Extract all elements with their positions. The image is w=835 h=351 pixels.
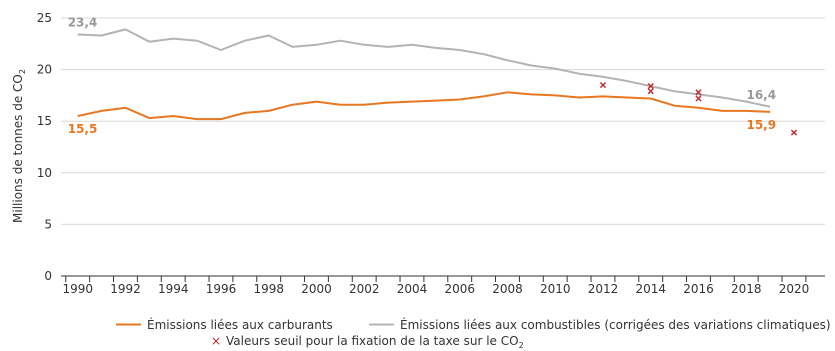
x-tick-label-2002: 2002	[349, 282, 380, 296]
x-tick-label-2014: 2014	[635, 282, 666, 296]
legend-label-threshold-text: Valeurs seuil pour la fixation de la tax…	[226, 334, 519, 348]
y-axis-title-text: Millions de tonnes de CO	[11, 74, 25, 223]
x-tick-label-2010: 2010	[540, 282, 571, 296]
grid-lines	[61, 17, 825, 225]
series-line-0	[77, 28, 771, 108]
data-label-first-1: 15,5	[68, 122, 98, 136]
legend-symbol-threshold: ×	[211, 334, 221, 348]
x-tick-label-2018: 2018	[731, 282, 762, 296]
data-label-first-0: 23,4	[68, 16, 98, 30]
y-axis: 0 5 10 15 20 25	[37, 11, 52, 283]
data-label-last-1: 15,9	[746, 118, 776, 132]
y-tick-label-15: 15	[37, 114, 52, 128]
y-axis-title: Millions de tonnes de CO2	[11, 69, 27, 223]
y-tick-label-10: 10	[37, 166, 52, 180]
series-lines	[77, 28, 771, 121]
x-tick-label-1992: 1992	[110, 282, 141, 296]
threshold-markers	[599, 81, 798, 136]
legend-label-carburants: Émissions liées aux carburants	[147, 317, 333, 332]
legend: Émissions liées aux carburants Émissions…	[116, 317, 831, 350]
threshold-marker-4	[695, 95, 702, 102]
data-labels: 23,4 16,4 15,5 15,9	[68, 16, 776, 137]
threshold-marker-0	[599, 81, 607, 89]
x-tick-label-2012: 2012	[588, 282, 619, 296]
x-tick-label-1990: 1990	[62, 282, 93, 296]
x-tick-label-2006: 2006	[444, 282, 475, 296]
x-tick-label-2004: 2004	[397, 282, 428, 296]
x-tick-label-2020: 2020	[779, 282, 810, 296]
legend-label-threshold: Valeurs seuil pour la fixation de la tax…	[226, 334, 524, 350]
threshold-marker-3	[695, 89, 702, 96]
y-axis-title-subscript: 2	[18, 69, 27, 74]
x-tick-label-2000: 2000	[301, 282, 332, 296]
x-tick-label-1998: 1998	[253, 282, 284, 296]
legend-label-combustibles: Émissions liées aux combustibles (corrig…	[400, 317, 831, 332]
threshold-marker-2	[647, 88, 654, 95]
data-label-last-0: 16,4	[746, 88, 776, 102]
y-tick-label-20: 20	[37, 63, 52, 77]
threshold-marker-5	[790, 129, 798, 136]
y-tick-label-5: 5	[44, 217, 52, 231]
y-tick-label-0: 0	[44, 269, 52, 283]
y-tick-label-25: 25	[37, 11, 52, 25]
x-tick-label-1996: 1996	[206, 282, 237, 296]
x-tick-label-2008: 2008	[492, 282, 523, 296]
x-tick-label-1994: 1994	[158, 282, 189, 296]
x-tick-label-2016: 2016	[683, 282, 714, 296]
series-line-1	[77, 91, 771, 121]
legend-label-threshold-subscript: 2	[519, 341, 524, 350]
threshold-marker-1	[647, 83, 654, 90]
x-axis: 1990 1992 1994 1996 1998 2000 2002 2004 2006 2008…	[61, 275, 825, 296]
